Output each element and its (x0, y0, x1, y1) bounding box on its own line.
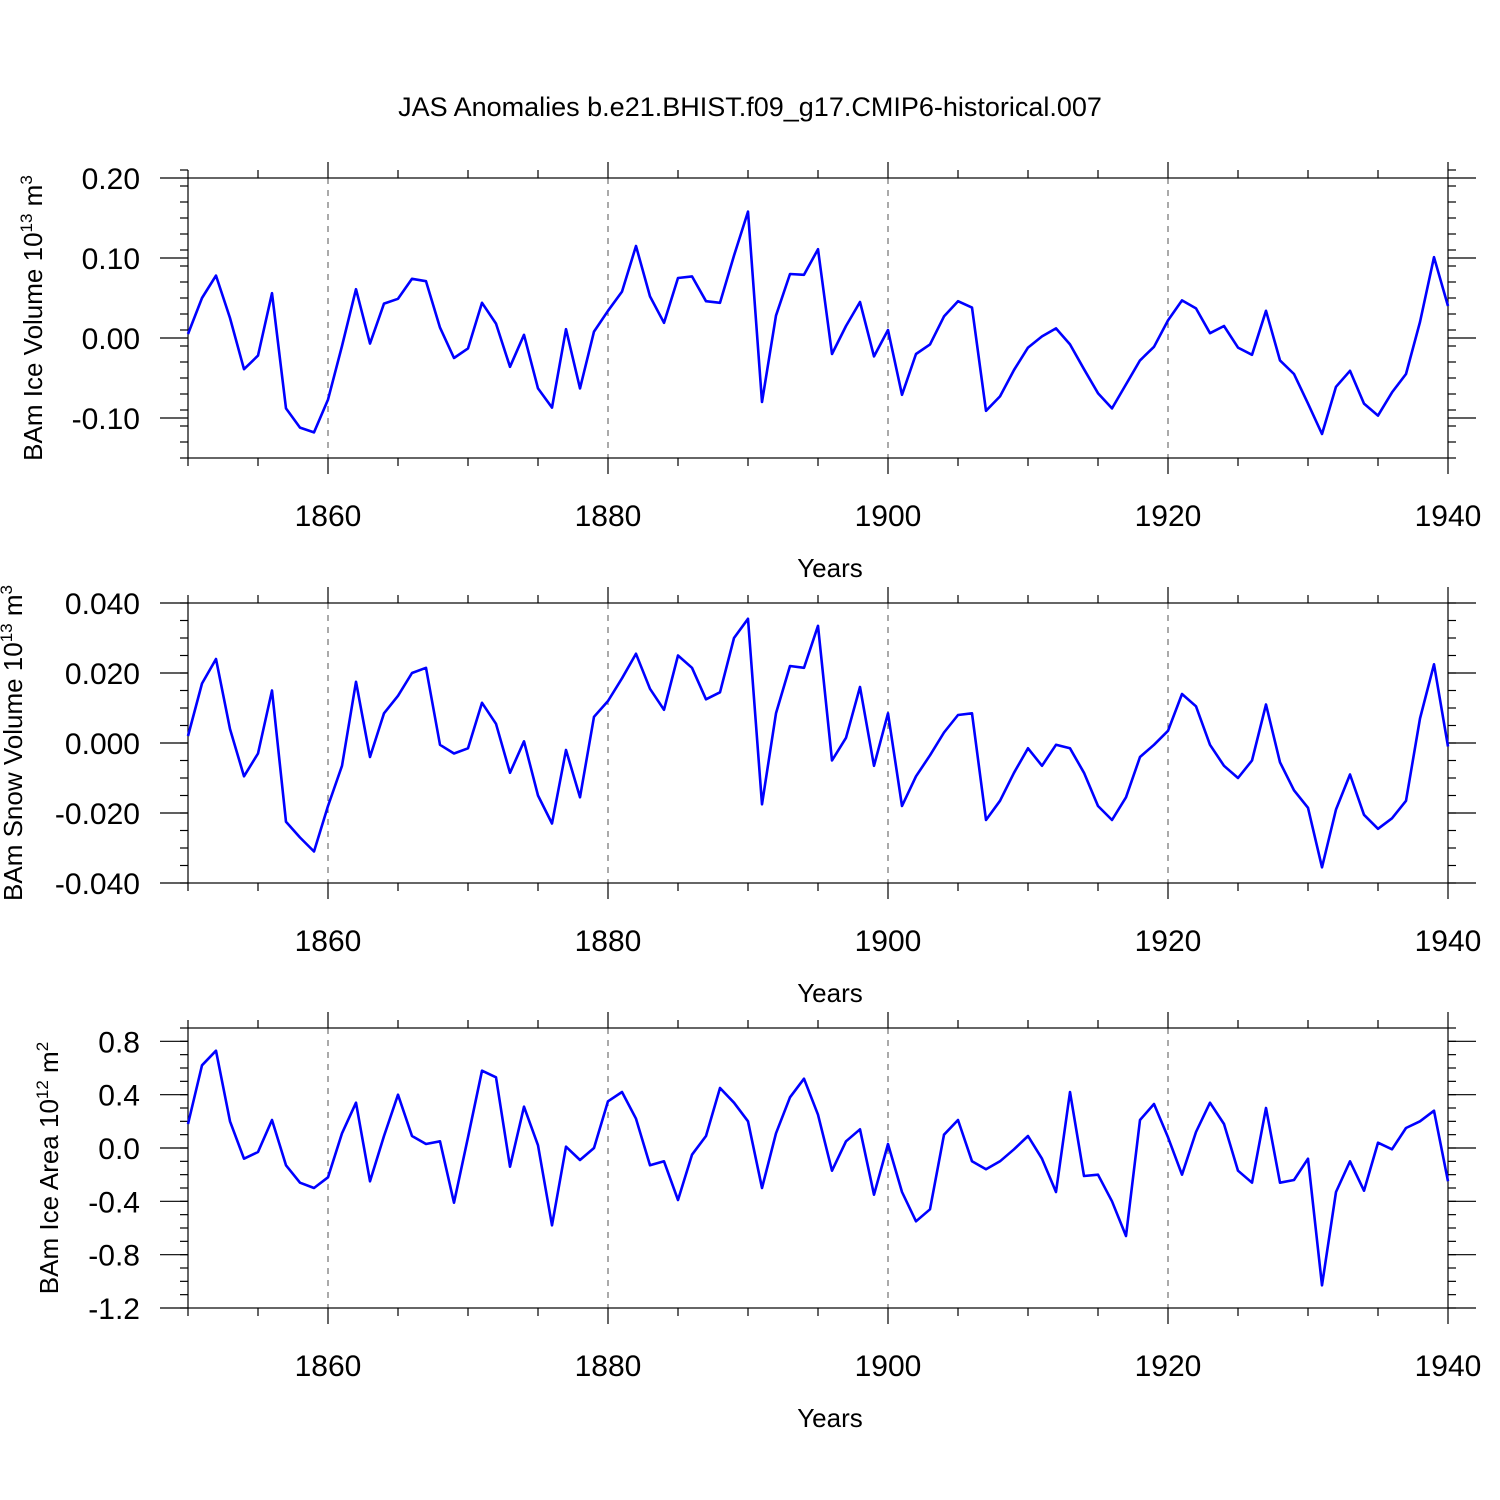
x-tick-label: 1940 (1415, 925, 1482, 958)
data-series-line (186, 210, 1450, 436)
y-tick-label: -0.8 (88, 1240, 140, 1273)
y-tick-label: -0.020 (55, 798, 140, 831)
x-tick-label: 1920 (1135, 1350, 1202, 1383)
x-tick-label: 1900 (855, 925, 922, 958)
y-tick-label: 0.000 (65, 728, 140, 761)
y-axis-label: BAm Snow Volume 1013 m3 (0, 585, 28, 901)
y-tick-label: 0.040 (65, 588, 140, 621)
y-tick-label: 0.8 (98, 1026, 140, 1059)
x-tick-label: 1880 (575, 500, 642, 533)
y-tick-label: 0.00 (82, 323, 140, 356)
y-tick-label: 0.0 (98, 1133, 140, 1166)
y-tick-label: -0.4 (88, 1186, 140, 1219)
x-tick-label: 1860 (295, 925, 362, 958)
y-axis-label: BAm Ice Area 1012 m2 (33, 1042, 64, 1294)
plot-frame (187, 177, 1449, 459)
y-tick-label: 0.10 (82, 243, 140, 276)
y-tick-label: 0.4 (98, 1080, 140, 1113)
y-tick-label: -0.10 (72, 403, 140, 436)
data-series-line (186, 617, 1450, 869)
x-tick-label: 1940 (1415, 1350, 1482, 1383)
x-tick-label: 1920 (1135, 925, 1202, 958)
x-tick-label: 1880 (575, 925, 642, 958)
x-tick-label: 1860 (295, 500, 362, 533)
x-tick-label: 1940 (1415, 500, 1482, 533)
x-tick-label: 1860 (295, 1350, 362, 1383)
y-tick-label: 0.20 (82, 163, 140, 196)
plot-frame (187, 1027, 1449, 1309)
x-tick-label: 1900 (855, 1350, 922, 1383)
x-axis-label: Years (797, 553, 863, 583)
x-tick-label: 1920 (1135, 500, 1202, 533)
panel-2: -0.040 -0.020 0.000 0.020 0.040 1860 1880 1900 1… (0, 585, 1481, 1008)
chart-panels: -0.10 0.00 0.10 0.20 1860 1880 1900 1920 1940 Yea… (0, 162, 1481, 1433)
y-tick-label: -0.040 (55, 868, 140, 901)
x-tick-label: 1880 (575, 1350, 642, 1383)
y-tick-label: 0.020 (65, 658, 140, 691)
chart-title: JAS Anomalies b.e21.BHIST.f09_g17.CMIP6-… (398, 92, 1102, 122)
data-series-line (186, 1049, 1450, 1287)
panel-3: -1.2 -0.8 -0.4 0.0 0.4 0.8 1860 1880 1900 1920 194… (33, 1012, 1481, 1433)
y-axis-label: BAm Ice Volume 1013 m3 (17, 175, 48, 461)
x-axis-label: Years (797, 978, 863, 1008)
x-axis-label: Years (797, 1403, 863, 1433)
panel-1: -0.10 0.00 0.10 0.20 1860 1880 1900 1920 1940 Yea… (17, 162, 1481, 583)
plot-frame (187, 602, 1449, 884)
y-tick-label: -1.2 (88, 1293, 140, 1326)
x-tick-label: 1900 (855, 500, 922, 533)
